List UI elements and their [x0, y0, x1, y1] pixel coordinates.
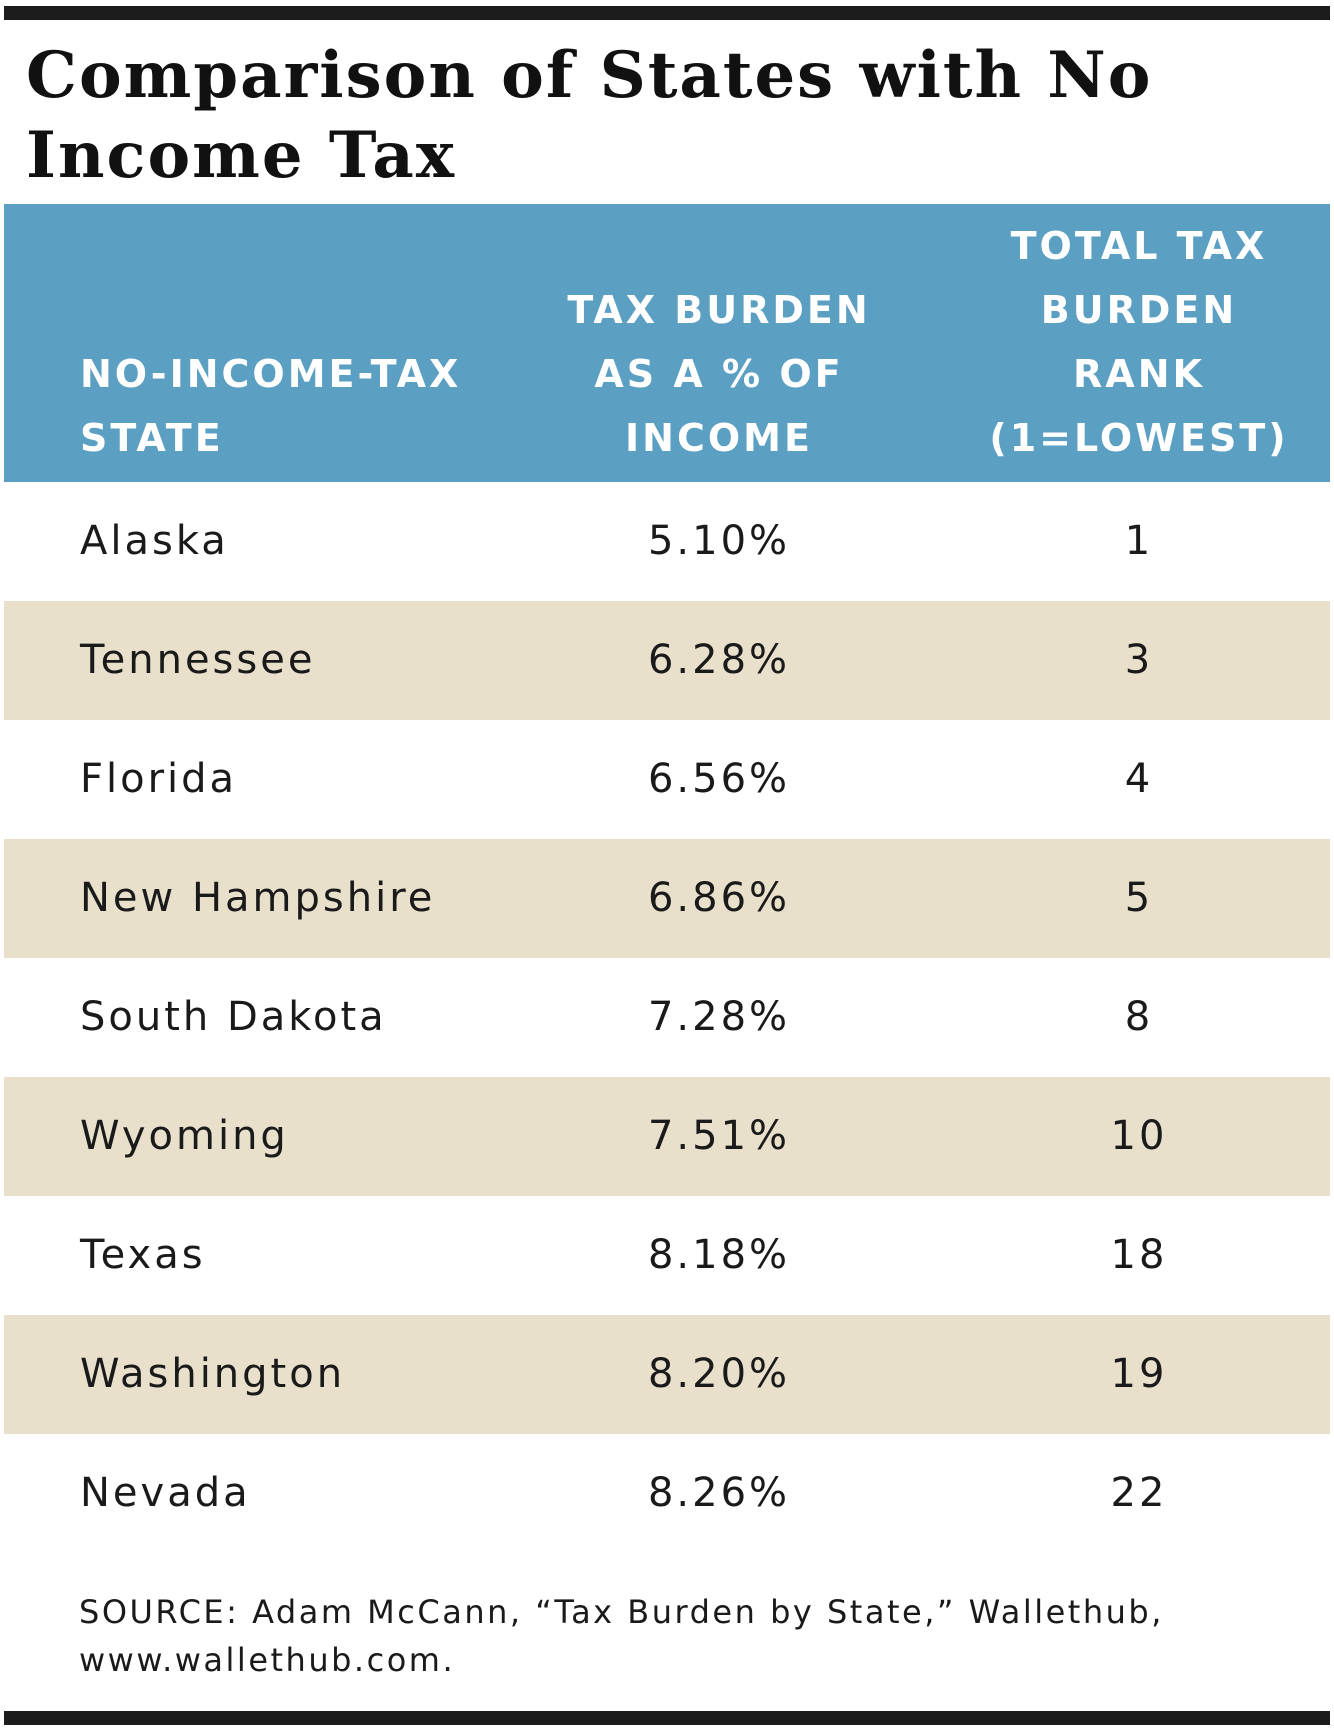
table-row: New Hampshire 6.86% 5 [4, 839, 1330, 958]
tax-table: NO-INCOME-TAX STATE TAX BURDEN AS A % OF… [4, 204, 1330, 1553]
tax-burden-cell: 7.51% [647, 1113, 791, 1159]
rank-cell: 3 [1124, 637, 1154, 683]
rank-cell: 10 [1110, 1113, 1168, 1159]
rank-cell: 18 [1110, 1232, 1168, 1278]
state-cell: Tennessee [80, 637, 316, 683]
state-cell: Washington [80, 1351, 346, 1397]
top-rule [4, 6, 1330, 20]
tax-burden-cell: 6.86% [647, 875, 791, 921]
rank-cell: 8 [1124, 994, 1154, 1040]
rank-cell: 4 [1124, 756, 1154, 802]
state-cell: New Hampshire [80, 875, 436, 921]
tax-burden-cell: 7.28% [647, 994, 791, 1040]
tax-burden-cell: 8.18% [647, 1232, 791, 1278]
table-row: Wyoming 7.51% 10 [4, 1077, 1330, 1196]
tax-burden-cell: 5.10% [647, 518, 791, 564]
state-cell: South Dakota [80, 994, 387, 1040]
rank-cell: 5 [1124, 875, 1154, 921]
state-cell: Wyoming [80, 1113, 289, 1159]
tax-burden-cell: 6.28% [647, 637, 791, 683]
column-header-tax-burden: TAX BURDEN AS A % OF INCOME [567, 288, 871, 460]
rank-cell: 22 [1110, 1470, 1168, 1516]
table-row: Tennessee 6.28% 3 [4, 601, 1330, 720]
tax-burden-cell: 8.26% [647, 1470, 791, 1516]
chart-title: Comparison of States with No Income Tax [26, 38, 1153, 193]
bottom-rule [4, 1711, 1330, 1725]
state-cell: Florida [80, 756, 238, 802]
tax-burden-cell: 6.56% [647, 756, 791, 802]
state-cell: Texas [80, 1232, 206, 1278]
state-cell: Nevada [80, 1470, 251, 1516]
table-row: Alaska 5.10% 1 [4, 482, 1330, 601]
column-header-state: NO-INCOME-TAX STATE [80, 352, 462, 460]
column-header-rank: TOTAL TAX BURDEN RANK (1=LOWEST) [989, 224, 1289, 460]
table-header: NO-INCOME-TAX STATE TAX BURDEN AS A % OF… [4, 204, 1330, 482]
table-row: Florida 6.56% 4 [4, 720, 1330, 839]
source-note: SOURCE: Adam McCann, “Tax Burden by Stat… [79, 1593, 1164, 1679]
tax-burden-cell: 8.20% [647, 1351, 791, 1397]
rank-cell: 19 [1110, 1351, 1168, 1397]
table-row: Nevada 8.26% 22 [4, 1434, 1330, 1553]
rank-cell: 1 [1124, 518, 1154, 564]
table-row: Washington 8.20% 19 [4, 1315, 1330, 1434]
state-cell: Alaska [80, 518, 229, 564]
table-row: Texas 8.18% 18 [4, 1196, 1330, 1315]
table-row: South Dakota 7.28% 8 [4, 958, 1330, 1077]
